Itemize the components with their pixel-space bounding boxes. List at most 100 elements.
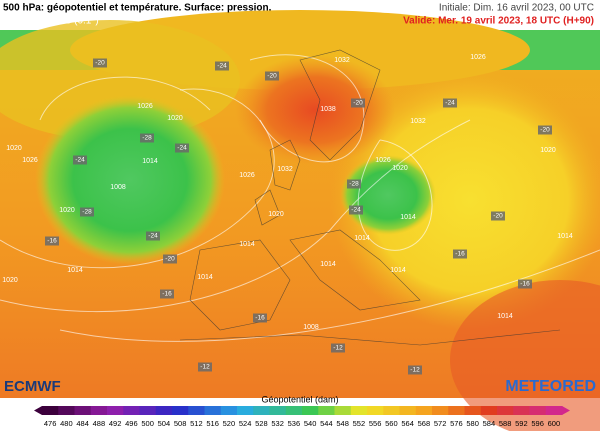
pressure-label: 1020 — [392, 165, 408, 172]
colorbar-swatch — [545, 406, 563, 415]
colorbar-tick-label: 488 — [93, 419, 106, 428]
coastline — [179, 329, 561, 346]
colorbar-swatch — [399, 406, 417, 415]
colorbar-swatch — [172, 406, 189, 415]
temperature-box — [163, 254, 177, 264]
pressure-label: 1014 — [67, 267, 83, 274]
scandinavian-high — [235, 55, 395, 165]
temperature-label: -16 — [47, 238, 57, 245]
colorbar-swatch — [432, 406, 449, 415]
pressure-label: 1008 — [110, 184, 126, 191]
pressure-label: 1020 — [167, 115, 183, 122]
colorbar-arrow-left — [34, 406, 42, 415]
ecmwf-logo: ECMWF — [4, 378, 61, 395]
colorbar-tick-label: 556 — [369, 419, 382, 428]
temperature-label: -16 — [520, 281, 530, 288]
contours — [0, 54, 600, 342]
colorbar-tick-label: 552 — [353, 419, 366, 428]
model-name: ECMWF HRES (0.1°) — [3, 16, 99, 27]
colorbar-tick-label: 512 — [190, 419, 203, 428]
temperature-label: -20 — [95, 60, 105, 67]
colorbar-swatch — [269, 406, 287, 415]
contour — [59, 249, 600, 342]
temperature-box — [538, 125, 552, 135]
coastline — [289, 229, 421, 311]
temperature-box — [140, 133, 154, 143]
colorbar-swatch — [302, 406, 319, 415]
colorbar-swatch — [123, 406, 140, 415]
contour — [249, 54, 365, 163]
temperature-label: -12 — [333, 345, 343, 352]
pressure-label: 1014 — [320, 261, 336, 268]
temperature-box — [453, 249, 467, 259]
temperature-box — [175, 143, 189, 153]
colorbar-tick-label: 548 — [336, 419, 349, 428]
temperature-label: -12 — [200, 364, 210, 371]
colorbar-swatch — [42, 406, 59, 415]
coastline — [189, 239, 291, 331]
colorbar-swatch — [204, 406, 222, 415]
temperature-box — [146, 231, 160, 241]
colorbar-tick-label: 540 — [304, 419, 317, 428]
pressure-label: 1014 — [197, 274, 213, 281]
warm-area — [330, 70, 600, 330]
pressure-label: 1032 — [277, 166, 293, 173]
colorbar-swatch — [155, 406, 173, 415]
colorbar-tick-label: 496 — [125, 419, 138, 428]
valid-time: Valide: Mer. 19 avril 2023, 18 UTC (H+90… — [403, 16, 594, 27]
temperature-box — [331, 343, 345, 353]
colorbar-swatch — [285, 406, 303, 415]
atlantic-low — [35, 95, 225, 265]
temperature-label: -28 — [349, 181, 359, 188]
temperature-box — [443, 98, 457, 108]
pressure-label: 1014 — [557, 233, 573, 240]
pressure-label: 1032 — [410, 118, 426, 125]
pressure-label: 1038 — [320, 106, 336, 113]
colorbar-tick-label: 576 — [450, 419, 463, 428]
pressure-label: 1020 — [6, 145, 22, 152]
pressure-label: 1020 — [540, 147, 556, 154]
temperature-label: -24 — [351, 207, 361, 214]
colorbar-tick-label: 532 — [271, 419, 284, 428]
contour — [0, 88, 275, 269]
meteored-logo: METEORED — [505, 378, 596, 395]
colorbar-tick-label: 484 — [76, 419, 89, 428]
colorbar-tick-label: 528 — [255, 419, 268, 428]
colorbar-tick-label: 568 — [418, 419, 431, 428]
temperature-label: -16 — [162, 291, 172, 298]
colorbar-tick-label: 500 — [141, 419, 154, 428]
temperature-box — [349, 205, 363, 215]
temperature-box — [351, 98, 365, 108]
southeast-warm — [450, 280, 600, 431]
colorbar-tick-label: 544 — [320, 419, 333, 428]
pressure-label: 1020 — [2, 277, 18, 284]
temperature-label: -24 — [75, 157, 85, 164]
colorbar-tick-label: 516 — [206, 419, 219, 428]
pressure-label: 1026 — [22, 157, 38, 164]
coastline — [299, 49, 381, 161]
temperature-label: -20 — [540, 127, 550, 134]
temperature-box — [93, 58, 107, 68]
colorbar-tick-label: 508 — [174, 419, 187, 428]
colorbar-swatch — [480, 406, 498, 415]
temperature-label: -20 — [165, 256, 175, 263]
temperature-label: -28 — [142, 135, 152, 142]
colorbar-arrow-right — [562, 406, 570, 415]
colorbar-swatch — [464, 406, 482, 415]
temperature-label: -16 — [255, 315, 265, 322]
pressure-label: 1014 — [142, 158, 158, 165]
temperature-label: -24 — [217, 63, 227, 70]
colorbar-swatch — [334, 406, 352, 415]
colorbar-swatch — [318, 406, 335, 415]
colorbar-swatch — [367, 406, 384, 415]
temperature-box — [198, 362, 212, 372]
temperature-label: -24 — [148, 233, 158, 240]
colorbar-tick-label: 600 — [548, 419, 561, 428]
colorbar-tick-label: 584 — [483, 419, 496, 428]
map-title: 500 hPa: géopotentiel et température. Su… — [3, 3, 272, 14]
pressure-label: 1014 — [390, 267, 406, 274]
pressure-label: 1026 — [375, 157, 391, 164]
colorbar-tick-label: 504 — [158, 419, 171, 428]
colorbar-tick-label: 480 — [60, 419, 73, 428]
colorbar-tick-label: 536 — [288, 419, 301, 428]
